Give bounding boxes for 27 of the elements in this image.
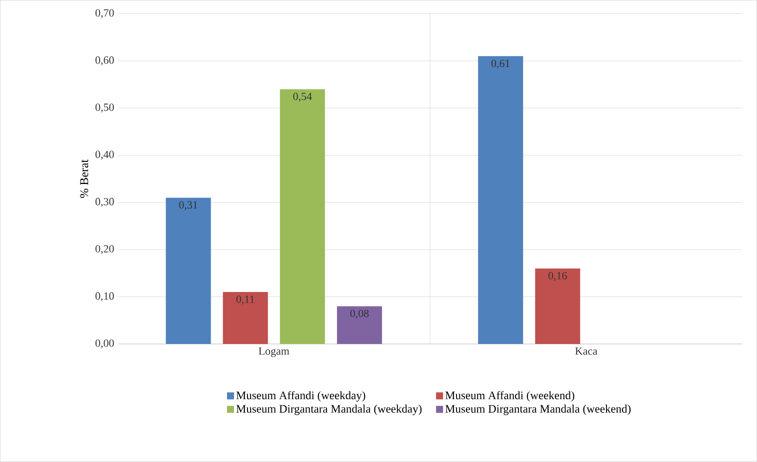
bar <box>336 306 382 344</box>
y-tick-label: 0,70 <box>96 9 114 18</box>
data-label: 0,31 <box>179 201 198 210</box>
legend-label: Museum Dirgantara Mandala (weekday) <box>236 404 422 416</box>
y-tick-label: 0,40 <box>96 150 114 160</box>
data-label: 0,61 <box>491 60 510 69</box>
bar <box>222 292 268 344</box>
data-label: 0,16 <box>548 272 567 282</box>
y-tick-label: 0,30 <box>96 198 114 208</box>
y-tick-label: 0,10 <box>96 292 114 302</box>
legend-label: Museum Dirgantara Mandala (weekend) <box>445 404 631 416</box>
x-tick-label: Kaca <box>575 348 598 355</box>
legend-label: Museum Affandi (weekend) <box>445 391 574 402</box>
y-tick-label: 0,00 <box>96 340 114 349</box>
data-label: 0,11 <box>236 296 254 305</box>
bar <box>280 89 325 344</box>
y-tick-label: 0,60 <box>96 56 114 66</box>
bar <box>535 268 580 344</box>
data-label: 0,08 <box>350 310 369 319</box>
bar <box>166 198 211 344</box>
y-tick-label: 0,20 <box>96 245 114 254</box>
y-tick-label: 0,50 <box>96 104 114 113</box>
x-tick-label: Logam <box>258 348 290 358</box>
data-label: 0,54 <box>293 92 312 102</box>
bar <box>478 56 524 344</box>
legend-label: Museum Affandi (weekday) <box>236 391 366 402</box>
y-axis-title: % Berat <box>80 160 88 198</box>
